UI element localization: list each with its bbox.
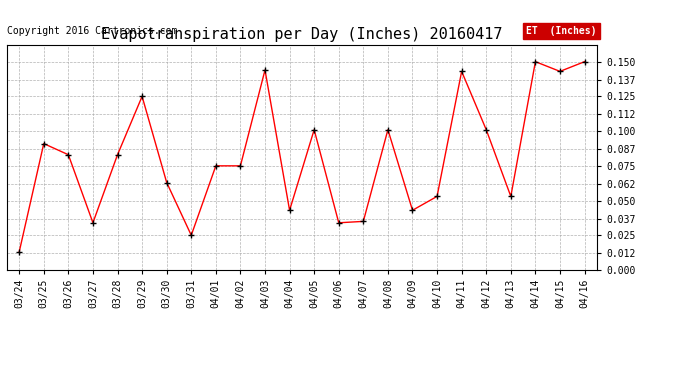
Text: ET  (Inches): ET (Inches) xyxy=(526,26,597,36)
Title: Evapotranspiration per Day (Inches) 20160417: Evapotranspiration per Day (Inches) 2016… xyxy=(101,27,502,42)
Text: Copyright 2016 Cartronics.com: Copyright 2016 Cartronics.com xyxy=(7,26,177,36)
